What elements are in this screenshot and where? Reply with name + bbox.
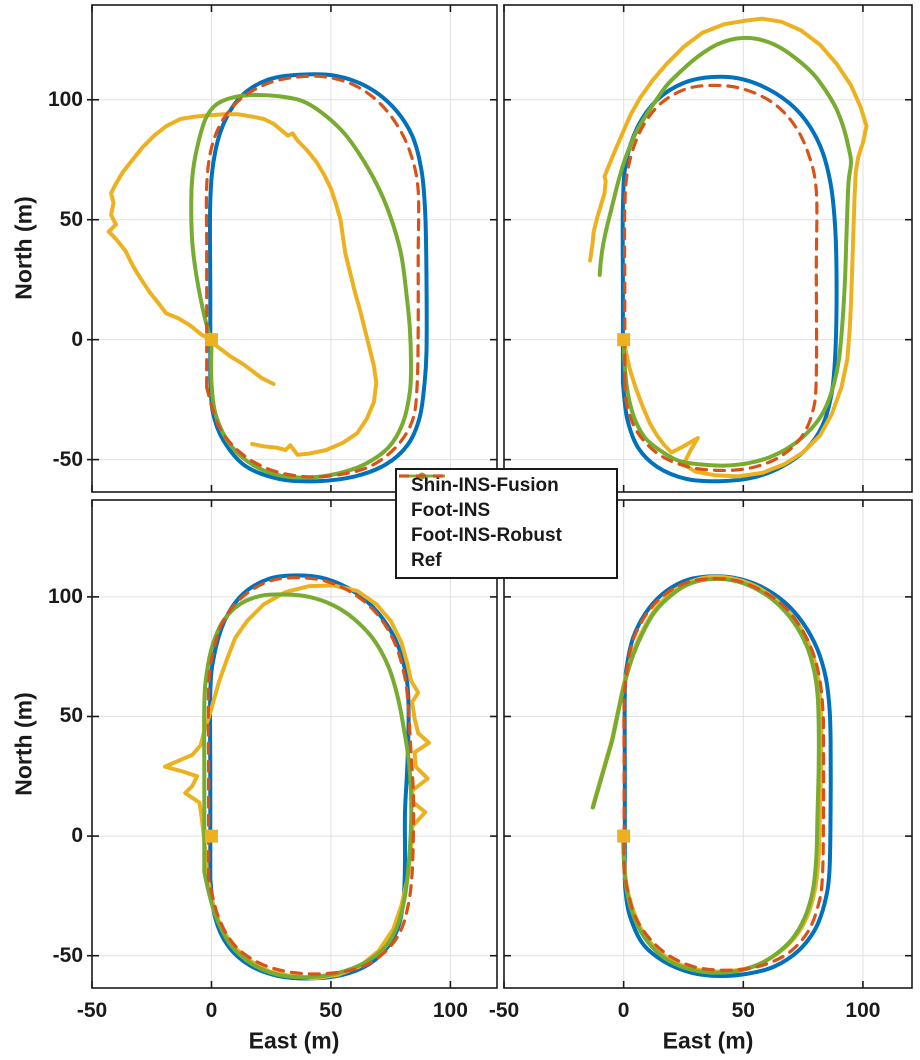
x-axis-label-left: East (m) xyxy=(248,1027,340,1054)
y-tick-label: -50 xyxy=(52,447,83,471)
y-tick-label: 50 xyxy=(59,704,83,728)
series-Ref xyxy=(204,74,421,479)
axes-box xyxy=(503,4,913,493)
legend-label: Foot-INS-Robust xyxy=(411,524,562,546)
legend-line-sample xyxy=(399,474,445,478)
y-tick-label: 0 xyxy=(71,824,83,848)
legend-entry-ref: Ref xyxy=(399,474,606,573)
start-marker xyxy=(617,333,631,347)
series-Foot-INS-Robust xyxy=(189,92,414,480)
x-tick-label: 0 xyxy=(205,999,218,1022)
start-marker xyxy=(204,829,218,843)
y-tick-label: 100 xyxy=(47,87,83,111)
subplot-a xyxy=(87,4,498,493)
start-marker xyxy=(204,333,218,347)
x-tick-label: 50 xyxy=(319,999,343,1022)
y-tick-label: 0 xyxy=(71,327,83,351)
x-tick-label: 50 xyxy=(731,999,755,1022)
legend-label: Ref xyxy=(411,549,442,571)
series-Ref xyxy=(206,576,416,976)
series-Foot-INS xyxy=(106,112,379,457)
subplot-d xyxy=(503,499,913,989)
y-tick-label: 100 xyxy=(47,584,83,608)
series-Foot-INS xyxy=(209,340,276,386)
axes-box xyxy=(503,499,913,989)
x-tick-label: 100 xyxy=(845,999,881,1022)
series-Foot-INS-Robust xyxy=(597,35,853,468)
y-tick-label: -50 xyxy=(52,943,83,967)
start-marker xyxy=(617,829,631,843)
legend: Shin-INS-Fusion Foot-INS Foot-INS-Robust Re… xyxy=(395,468,618,579)
x-tick-label: 100 xyxy=(432,999,468,1022)
legend-label: Shin-INS-Fusion xyxy=(411,475,559,497)
axes-box xyxy=(91,4,498,493)
series-Foot-INS-Robust xyxy=(591,576,821,975)
series-Shin-INS-Fusion xyxy=(207,72,429,484)
series-Foot-INS xyxy=(588,16,869,479)
x-tick-label: -50 xyxy=(76,999,108,1022)
legend-entry-foot-ins: Foot-INS xyxy=(399,472,606,524)
axes-box xyxy=(91,499,498,989)
subplot-b xyxy=(503,4,913,493)
legend-entry-foot-ins-robust: Foot-INS-Robust xyxy=(399,472,606,549)
x-tick-label: -50 xyxy=(488,999,520,1022)
subplot-c xyxy=(87,499,498,989)
series-Ref xyxy=(622,576,826,972)
y-tick-label: 50 xyxy=(59,207,83,231)
x-axis-label-right: East (m) xyxy=(662,1027,754,1054)
legend-label: Foot-INS xyxy=(411,500,491,522)
x-tick-label: 0 xyxy=(617,999,630,1022)
series-Ref xyxy=(622,83,819,473)
